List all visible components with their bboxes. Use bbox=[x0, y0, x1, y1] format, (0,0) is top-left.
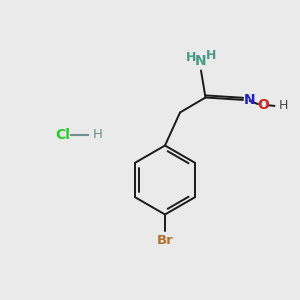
Text: N: N bbox=[195, 54, 207, 68]
Text: Cl: Cl bbox=[56, 128, 70, 142]
Text: N: N bbox=[244, 93, 255, 107]
Text: O: O bbox=[257, 98, 269, 112]
Text: H: H bbox=[186, 51, 197, 64]
Text: H: H bbox=[206, 49, 216, 62]
Text: Br: Br bbox=[157, 234, 173, 247]
Text: H: H bbox=[93, 128, 103, 142]
Text: H: H bbox=[278, 99, 288, 112]
